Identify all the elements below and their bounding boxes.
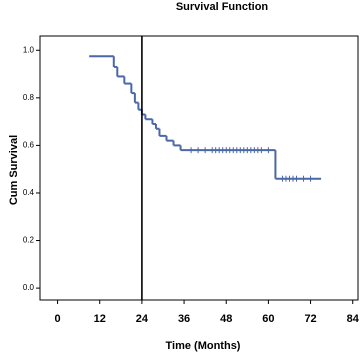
plot-frame	[39, 35, 359, 301]
x-tick-label: 72	[304, 313, 316, 325]
x-tick-label: 60	[262, 313, 274, 325]
y-tick-label: 1.0	[23, 45, 35, 54]
x-tick-label: 84	[347, 313, 360, 325]
x-tick-label: 36	[178, 313, 190, 325]
x-tick-label: 12	[94, 313, 106, 325]
x-tick-label: 24	[136, 313, 149, 325]
y-tick-label: 0.6	[23, 141, 35, 150]
x-tick-label: 0	[55, 313, 61, 325]
x-tick-label: 48	[220, 313, 232, 325]
y-tick-label: 0.2	[23, 236, 35, 245]
y-tick-label: 0.8	[23, 93, 35, 102]
x-axis-label: Time (Months)	[166, 340, 241, 352]
chart-title: Survival Function	[176, 1, 269, 13]
y-axis-label: Cum Survival	[8, 135, 20, 205]
y-tick-label: 0.4	[23, 188, 35, 197]
y-tick-label: 0.0	[23, 283, 35, 292]
